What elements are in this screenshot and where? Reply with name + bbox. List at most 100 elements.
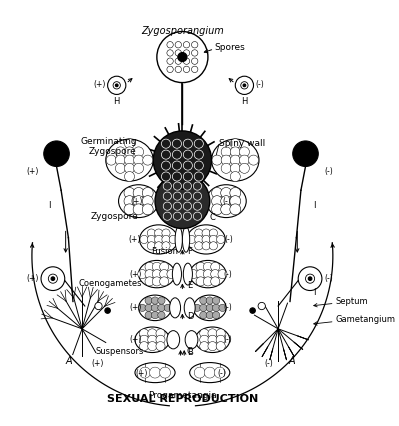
Circle shape <box>173 212 182 220</box>
Text: (+): (+) <box>129 335 141 344</box>
Circle shape <box>163 182 172 190</box>
Circle shape <box>151 304 159 311</box>
Circle shape <box>216 335 225 344</box>
Circle shape <box>162 235 170 244</box>
Circle shape <box>133 196 144 207</box>
Circle shape <box>145 277 154 286</box>
Circle shape <box>208 335 217 344</box>
Circle shape <box>200 311 207 319</box>
Circle shape <box>115 84 118 87</box>
Circle shape <box>145 262 154 271</box>
Circle shape <box>173 192 182 200</box>
Circle shape <box>230 187 241 199</box>
Circle shape <box>167 50 173 56</box>
Ellipse shape <box>183 263 192 285</box>
Circle shape <box>221 147 231 157</box>
Circle shape <box>163 202 172 210</box>
Circle shape <box>147 229 156 237</box>
Circle shape <box>189 270 198 279</box>
Text: (+): (+) <box>91 359 104 368</box>
Circle shape <box>124 147 134 157</box>
Circle shape <box>183 192 192 200</box>
Circle shape <box>258 302 265 310</box>
Circle shape <box>217 235 225 244</box>
Circle shape <box>158 304 165 311</box>
Circle shape <box>145 297 152 304</box>
Circle shape <box>124 139 134 149</box>
Circle shape <box>221 187 232 199</box>
Circle shape <box>200 297 207 304</box>
Circle shape <box>175 50 182 56</box>
Text: (-): (-) <box>223 270 232 279</box>
Circle shape <box>230 147 240 157</box>
Circle shape <box>158 311 165 319</box>
Circle shape <box>209 242 217 250</box>
Circle shape <box>235 76 253 95</box>
Text: (+): (+) <box>93 80 106 89</box>
Circle shape <box>200 304 207 311</box>
Circle shape <box>154 229 163 237</box>
Circle shape <box>124 172 134 181</box>
Circle shape <box>108 76 126 95</box>
Text: (+): (+) <box>129 270 141 279</box>
Text: (+): (+) <box>135 369 148 378</box>
Ellipse shape <box>135 327 170 353</box>
Circle shape <box>151 297 159 304</box>
Circle shape <box>202 235 210 244</box>
Circle shape <box>218 270 227 279</box>
Circle shape <box>156 342 165 351</box>
Circle shape <box>183 150 192 159</box>
Text: I: I <box>313 201 316 210</box>
Text: (+): (+) <box>27 274 39 283</box>
Circle shape <box>308 277 312 280</box>
Circle shape <box>194 150 203 159</box>
Circle shape <box>221 204 232 215</box>
Text: B: B <box>187 348 193 357</box>
Circle shape <box>192 66 198 72</box>
Circle shape <box>216 342 225 351</box>
Circle shape <box>113 82 120 89</box>
Circle shape <box>293 141 318 167</box>
Ellipse shape <box>190 260 226 288</box>
Circle shape <box>230 172 240 181</box>
Circle shape <box>124 204 135 215</box>
Circle shape <box>216 329 225 338</box>
Circle shape <box>51 277 55 280</box>
Ellipse shape <box>119 185 159 218</box>
Circle shape <box>211 277 220 286</box>
Circle shape <box>154 235 163 244</box>
Circle shape <box>134 163 144 173</box>
Circle shape <box>172 172 182 181</box>
Ellipse shape <box>194 295 226 321</box>
Circle shape <box>239 163 249 173</box>
Circle shape <box>155 174 210 228</box>
Circle shape <box>200 335 209 344</box>
Circle shape <box>105 308 111 313</box>
Circle shape <box>162 139 170 148</box>
Circle shape <box>142 187 153 199</box>
Circle shape <box>183 202 192 210</box>
Ellipse shape <box>195 327 230 353</box>
Circle shape <box>249 155 259 165</box>
Circle shape <box>194 202 201 210</box>
Circle shape <box>41 267 65 291</box>
Circle shape <box>142 196 153 207</box>
Circle shape <box>211 204 223 215</box>
Circle shape <box>241 82 248 89</box>
Text: (+): (+) <box>129 303 141 312</box>
Text: A: A <box>288 356 295 366</box>
Circle shape <box>140 329 149 338</box>
Circle shape <box>115 147 125 157</box>
Circle shape <box>192 58 198 64</box>
Circle shape <box>167 58 173 64</box>
Circle shape <box>115 163 125 173</box>
Circle shape <box>156 329 165 338</box>
Circle shape <box>115 155 125 165</box>
Circle shape <box>148 329 157 338</box>
Ellipse shape <box>187 225 225 254</box>
Ellipse shape <box>172 263 182 285</box>
Circle shape <box>239 147 249 157</box>
Text: A: A <box>65 356 72 366</box>
Text: H: H <box>241 97 248 106</box>
Circle shape <box>230 139 240 149</box>
